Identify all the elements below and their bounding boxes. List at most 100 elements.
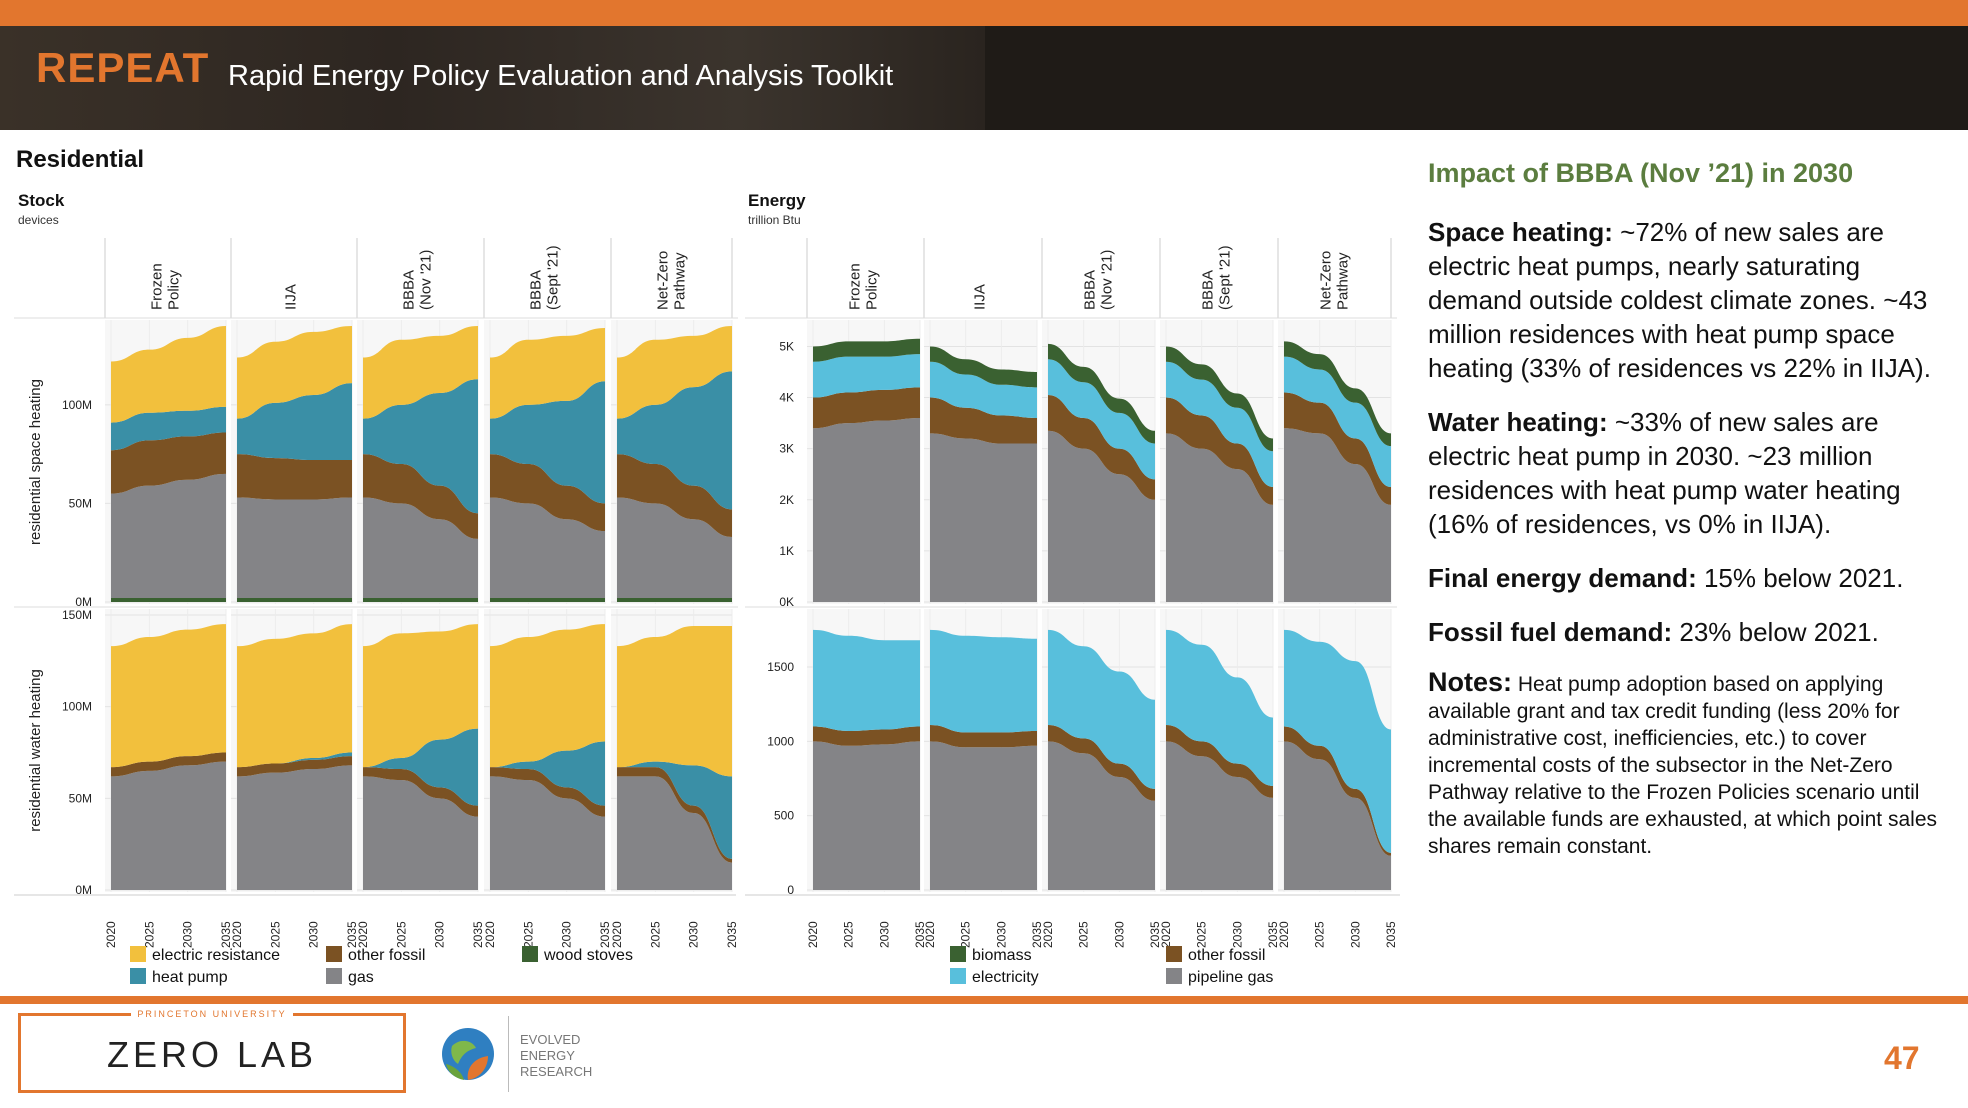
area-pipeline-gas: [1284, 741, 1391, 890]
x-tick-label: 2035: [345, 921, 359, 948]
x-tick-label: 2020: [1159, 921, 1173, 948]
area-electric-resistance: [490, 624, 605, 768]
area-pipeline-gas: [930, 433, 1037, 602]
y-tick-label: 3K: [779, 442, 794, 456]
section-title: Residential: [16, 146, 145, 173]
x-tick-label: 2025: [394, 921, 408, 948]
impact-title: Impact of BBBA (Nov ’21) in 2030: [1428, 158, 1854, 188]
area-electric-resistance: [363, 326, 478, 419]
globe-leaf-icon: [442, 1028, 494, 1080]
area-electric-resistance: [490, 327, 605, 419]
area-gas: [363, 776, 478, 890]
area-electric-resistance: [617, 626, 732, 777]
x-tick-label: 2030: [1348, 921, 1362, 948]
area-other-fossil: [490, 767, 605, 817]
x-tick-label: 2035: [1030, 921, 1044, 948]
scenario-label: FrozenPolicy: [149, 263, 183, 310]
area-gas: [490, 497, 605, 599]
y-tick-label: 500: [774, 809, 794, 823]
x-tick-label: 2030: [560, 921, 574, 948]
area-pipeline-gas: [1048, 741, 1155, 890]
x-tick-label: 2020: [806, 921, 820, 948]
x-tick-label: 2030: [994, 921, 1008, 948]
x-tick-label: 2035: [471, 921, 485, 948]
x-tick-label: 2035: [219, 921, 233, 948]
app-title: Rapid Energy Policy Evaluation and Analy…: [228, 60, 894, 92]
x-tick-label: 2030: [181, 921, 195, 948]
area-other-fossil: [1284, 726, 1391, 856]
area-other-fossil: [813, 387, 920, 429]
x-tick-label: 2035: [1384, 921, 1398, 948]
area-electricity: [1166, 361, 1273, 487]
area-other-fossil: [490, 454, 605, 532]
area-electric-resistance: [237, 326, 352, 419]
water-heating-paragraph: Water heating: ~33% of new sales are ele…: [1428, 407, 1901, 539]
y-tick-label: 0K: [779, 595, 794, 609]
final-energy-paragraph: Final energy demand: 15% below 2021.: [1428, 563, 1904, 593]
y-tick-label: 50M: [69, 496, 92, 510]
x-tick-label: 2020: [610, 921, 624, 948]
x-tick-label: 2025: [842, 921, 856, 948]
area-gas: [617, 497, 732, 599]
y-tick-label: 4K: [779, 391, 794, 405]
x-tick-label: 2030: [1112, 921, 1126, 948]
area-other-fossil: [363, 454, 478, 539]
area-heat-pump: [617, 371, 732, 510]
area-electric-resistance: [111, 624, 226, 768]
area-heat-pump: [237, 752, 352, 768]
page-number: 47: [1884, 1040, 1920, 1076]
area-biomass: [1284, 341, 1391, 447]
area-heat-pump: [111, 406, 226, 451]
x-tick-label: 2030: [1230, 921, 1244, 948]
scenario-label: IIJA: [972, 284, 989, 310]
top-accent-bar: [0, 0, 1968, 26]
area-electricity: [813, 354, 920, 398]
x-tick-label: 2020: [104, 921, 118, 948]
notes-paragraph: Notes: Heat pump adoption based on apply…: [1428, 667, 1937, 859]
scenario-label: BBBA(Nov '21): [1082, 250, 1116, 310]
x-tick-label: 2020: [923, 921, 937, 948]
area-other-fossil: [111, 752, 226, 777]
area-wood-stoves: [363, 598, 478, 602]
fossil-fuel-paragraph: Fossil fuel demand: 23% below 2021.: [1428, 617, 1879, 647]
y-axis-title: residential water heating: [27, 669, 44, 832]
stock-panel-label: Stock: [18, 191, 65, 210]
area-heat-pump: [490, 741, 605, 806]
eer-logo-text: EVOLVED ENERGY RESEARCH: [520, 1032, 593, 1079]
x-tick-label: 2025: [1313, 921, 1327, 948]
energy-panel-unit: trillion Btu: [748, 213, 801, 227]
area-other-fossil: [237, 454, 352, 500]
y-tick-label: 5K: [779, 339, 794, 353]
legend-gas: gas: [326, 968, 374, 987]
scenario-label: FrozenPolicy: [847, 263, 881, 310]
x-tick-label: 2025: [268, 921, 282, 948]
princeton-label: PRINCETON UNIVERSITY: [131, 1009, 293, 1019]
area-electric-resistance: [237, 624, 352, 768]
area-biomass: [813, 338, 920, 362]
x-tick-label: 2035: [913, 921, 927, 948]
area-other-fossil: [363, 767, 478, 817]
x-tick-label: 2030: [877, 921, 891, 948]
area-gas: [111, 761, 226, 890]
charts-svg: FrozenPolicy IIJA BBBA(Nov '21) BBBA(Sept '…: [14, 238, 1400, 948]
area-heat-pump: [363, 728, 478, 806]
x-tick-label: 2025: [1077, 921, 1091, 948]
area-heat-pump: [617, 761, 732, 859]
y-axis-title: residential space heating: [27, 379, 44, 545]
area-other-fossil: [617, 767, 732, 863]
area-heat-pump: [490, 381, 605, 504]
y-tick-label: 1000: [767, 734, 794, 748]
area-biomass: [1166, 346, 1273, 452]
area-pipeline-gas: [1166, 433, 1273, 602]
area-gas: [363, 497, 478, 599]
y-tick-label: 0: [787, 883, 794, 897]
area-gas: [237, 497, 352, 599]
area-gas: [111, 473, 226, 599]
area-other-fossil: [813, 726, 920, 746]
area-gas: [237, 765, 352, 890]
area-other-fossil: [111, 432, 226, 494]
area-electricity: [930, 361, 1037, 418]
x-tick-label: 2030: [307, 921, 321, 948]
x-tick-label: 2020: [483, 921, 497, 948]
legend-electric-resistance: electric resistance: [130, 946, 280, 965]
